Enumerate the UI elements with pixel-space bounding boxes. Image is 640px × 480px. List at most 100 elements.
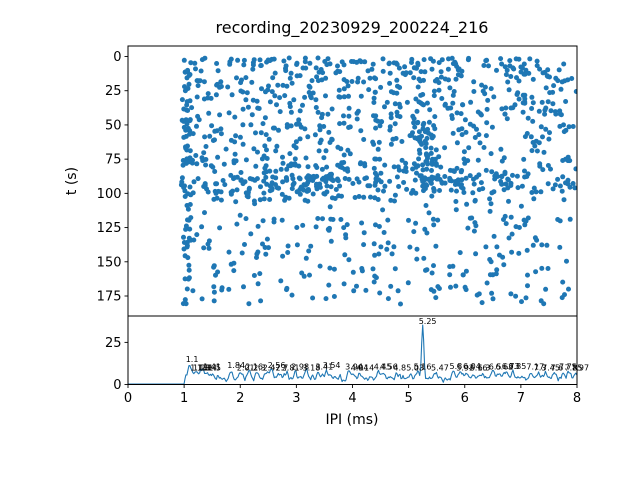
scatter-point [212, 137, 217, 143]
scatter-point [266, 136, 272, 142]
scatter-point [438, 164, 444, 170]
peak-annotation: 1.84 [227, 361, 245, 370]
y-tick-label: 125 [97, 221, 122, 236]
scatter-point [540, 134, 545, 140]
peak-annotation: 1.23 [193, 364, 211, 373]
scatter-point [538, 124, 544, 130]
scatter-point [208, 163, 214, 169]
scatter-point [372, 195, 378, 201]
scatter-point [431, 222, 437, 228]
scatter-point [384, 246, 390, 252]
scatter-point [388, 111, 394, 117]
scatter-point [514, 173, 520, 179]
scatter-point [251, 273, 257, 278]
scatter-point [251, 146, 257, 152]
scatter-point [420, 92, 426, 97]
scatter-point [462, 284, 468, 290]
scatter-point [371, 113, 376, 119]
scatter-point [385, 296, 391, 302]
scatter-point [277, 109, 283, 115]
scatter-point [182, 253, 188, 259]
scatter-point [195, 83, 201, 89]
scatter-point [181, 57, 187, 63]
peak-annotation: 3.94 [345, 363, 363, 372]
scatter-point [552, 182, 558, 188]
y-tick-label: 25 [105, 336, 122, 351]
scatter-point [373, 125, 379, 131]
scatter-point [265, 57, 271, 63]
scatter-point [187, 118, 193, 124]
scatter-point [193, 66, 198, 72]
scatter-point [207, 133, 213, 139]
scatter-point [186, 81, 192, 87]
scatter-point [420, 183, 426, 189]
y-tick-label: 25 [105, 84, 122, 99]
scatter-point [181, 246, 187, 252]
scatter-point [395, 83, 400, 89]
scatter-point [299, 270, 305, 276]
scatter-point [479, 82, 485, 88]
scatter-point [404, 186, 410, 192]
scatter-point [447, 272, 453, 278]
scatter-point [361, 79, 367, 85]
scatter-point [463, 175, 469, 181]
scatter-point [314, 74, 320, 80]
scatter-point [550, 101, 556, 107]
scatter-point [489, 124, 495, 130]
scatter-point [536, 108, 542, 114]
scatter-point [372, 252, 378, 258]
peak-annotation: 1.41 [203, 363, 221, 372]
scatter-point [382, 104, 387, 110]
scatter-point [547, 130, 552, 136]
scatter-point [218, 79, 224, 85]
scatter-point [545, 181, 551, 187]
scatter-point [234, 187, 240, 193]
scatter-point [432, 156, 438, 162]
scatter-point [253, 130, 258, 136]
scatter-point [337, 121, 343, 127]
scatter-point [373, 76, 379, 82]
scatter-point [327, 204, 333, 210]
scatter-point [186, 276, 191, 282]
scatter-point [294, 242, 300, 248]
scatter-point [530, 242, 536, 248]
scatter-point [187, 98, 193, 104]
scatter-point [278, 278, 284, 284]
scatter-point [354, 116, 360, 122]
scatter-point [500, 254, 506, 260]
scatter-point [355, 108, 361, 114]
scatter-point [250, 60, 256, 66]
scatter-point [521, 156, 527, 162]
scatter-point [209, 123, 215, 129]
scatter-point [248, 122, 254, 128]
scatter-point [380, 56, 386, 62]
scatter-point [203, 157, 209, 162]
scatter-point [273, 148, 279, 154]
scatter-point [336, 94, 342, 100]
scatter-point [542, 111, 548, 117]
scatter-point [494, 244, 500, 250]
scatter-point [514, 75, 519, 81]
scatter-point [421, 255, 427, 261]
scatter-point [286, 55, 292, 61]
scatter-point [545, 67, 551, 73]
scatter-point [409, 190, 414, 196]
scatter-point [232, 151, 238, 157]
peak-annotation: 6.73 [502, 362, 520, 371]
scatter-point [375, 187, 381, 193]
scatter-point [498, 56, 504, 62]
scatter-point [529, 148, 535, 154]
scatter-point [228, 137, 234, 143]
scatter-point [262, 143, 268, 149]
scatter-point [350, 181, 356, 186]
scatter-point [240, 106, 246, 112]
x-tick-label: 5 [404, 391, 412, 406]
scatter-point [413, 220, 419, 226]
scatter-point [217, 112, 223, 118]
scatter-point [319, 77, 325, 83]
scatter-point [262, 115, 268, 121]
scatter-point [294, 62, 300, 67]
scatter-point [417, 136, 423, 142]
scatter-point [271, 56, 277, 62]
scatter-point [346, 113, 352, 119]
